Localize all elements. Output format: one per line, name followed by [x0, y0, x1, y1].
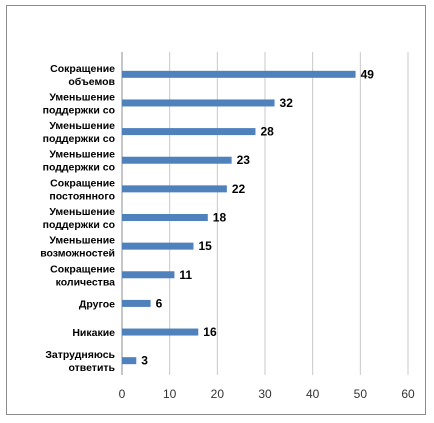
- bar-value-label: 23: [237, 153, 251, 167]
- x-tick-label: 10: [163, 387, 177, 401]
- bar-value-label: 32: [280, 96, 294, 110]
- category-label: возможностей: [40, 248, 115, 260]
- category-label: поддержки со: [43, 219, 115, 231]
- bar: [122, 185, 227, 193]
- category-label: Сокращение: [50, 263, 115, 275]
- bar: [122, 156, 232, 164]
- x-tick-label: 50: [354, 387, 368, 401]
- bar: [122, 70, 356, 78]
- category-label: Уменьшение: [49, 235, 115, 247]
- bar-value-label: 15: [199, 239, 213, 253]
- bar-value-label: 3: [141, 354, 148, 368]
- bar: [122, 299, 151, 307]
- x-tick-label: 60: [401, 387, 415, 401]
- bar-value-label: 11: [179, 268, 192, 282]
- bar: [122, 328, 199, 336]
- bar-value-label: 28: [260, 125, 274, 139]
- category-label: Уменьшение: [49, 120, 115, 132]
- bar: [122, 99, 275, 107]
- x-tick-label: 20: [211, 387, 225, 401]
- category-label: Уменьшение: [49, 91, 115, 103]
- bar-value-label: 6: [156, 296, 163, 310]
- bar-value-label: 18: [213, 211, 227, 225]
- bar-value-label: 22: [232, 182, 246, 196]
- category-label: Никакие: [72, 327, 115, 339]
- x-tick-label: 0: [119, 387, 126, 401]
- category-label: Затрудняюсь: [45, 349, 115, 361]
- x-tick-label: 30: [258, 387, 272, 401]
- bar: [122, 128, 256, 136]
- category-label: постоянного: [49, 190, 115, 202]
- category-label: количества: [56, 276, 115, 288]
- category-label: Уменьшение: [49, 149, 115, 161]
- category-label: ответить: [68, 362, 115, 374]
- category-label: поддержки со: [43, 104, 115, 116]
- bar: [122, 357, 137, 365]
- category-label: Сокращение: [50, 63, 115, 75]
- category-label: объемов: [68, 76, 115, 88]
- category-label: поддержки со: [43, 133, 115, 145]
- bar: [122, 271, 175, 279]
- bar: [122, 214, 208, 221]
- category-label: поддержки со: [43, 162, 115, 174]
- bar-value-label: 49: [361, 67, 375, 81]
- x-tick-label: 40: [306, 387, 320, 401]
- bar: [122, 242, 194, 250]
- category-label: Другое: [79, 298, 115, 310]
- category-label: Уменьшение: [49, 206, 115, 218]
- bar-value-label: 16: [203, 325, 217, 339]
- category-label: Сокращение: [50, 177, 115, 189]
